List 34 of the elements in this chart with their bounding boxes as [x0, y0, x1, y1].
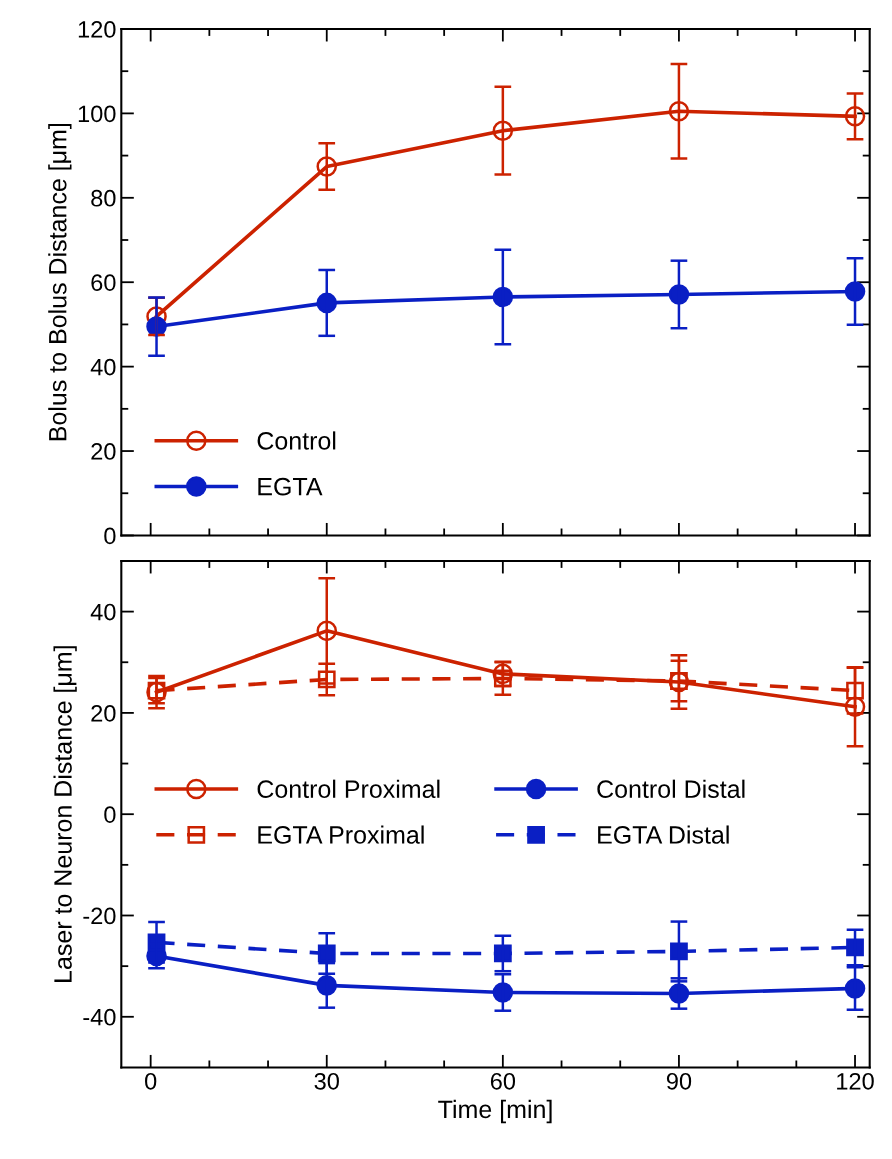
y-tick-label: -40	[83, 1008, 116, 1026]
y-tick-label: 80	[91, 189, 116, 207]
legend-label: Control Distal	[597, 779, 745, 799]
y-axis-title: Laser to Neuron Distance [μm]	[53, 646, 77, 982]
y-tick-label: 60	[91, 274, 116, 291]
y-tick-label: 0	[104, 806, 116, 823]
point	[668, 101, 690, 122]
legend-label: EGTA	[258, 477, 323, 496]
y-tick-label: 40	[90, 603, 116, 621]
legend-label: EGTA Proximal	[258, 825, 424, 844]
y-tick-label: 40	[90, 358, 116, 376]
point	[846, 681, 864, 700]
point	[844, 106, 866, 127]
point	[317, 670, 336, 689]
point	[493, 669, 512, 688]
x-tick-label: 120	[837, 1072, 874, 1090]
y-axis-title: Bolus to Bolus Distance [μm]	[48, 123, 72, 441]
x-tick-label: 60	[490, 1072, 516, 1090]
y-tick-label: 20	[91, 443, 116, 460]
y-tick-label: -20	[83, 907, 116, 925]
y-tick-label: 100	[78, 105, 116, 123]
point	[316, 620, 338, 642]
x-tick-label: 30	[314, 1072, 339, 1090]
x-tick-label: 90	[666, 1072, 692, 1090]
legend-label: Control	[257, 431, 336, 450]
y-tick-label: 120	[78, 21, 116, 38]
y-tick-label: 20	[91, 704, 116, 722]
point	[492, 120, 514, 141]
x-tick-label: 0	[145, 1072, 157, 1090]
point	[316, 156, 338, 177]
legend-label: Control Proximal	[257, 779, 440, 799]
y-tick-label: 0	[104, 527, 116, 545]
x-axis-title: Time [min]	[438, 1099, 552, 1124]
legend-label: EGTA Distal	[598, 825, 729, 844]
